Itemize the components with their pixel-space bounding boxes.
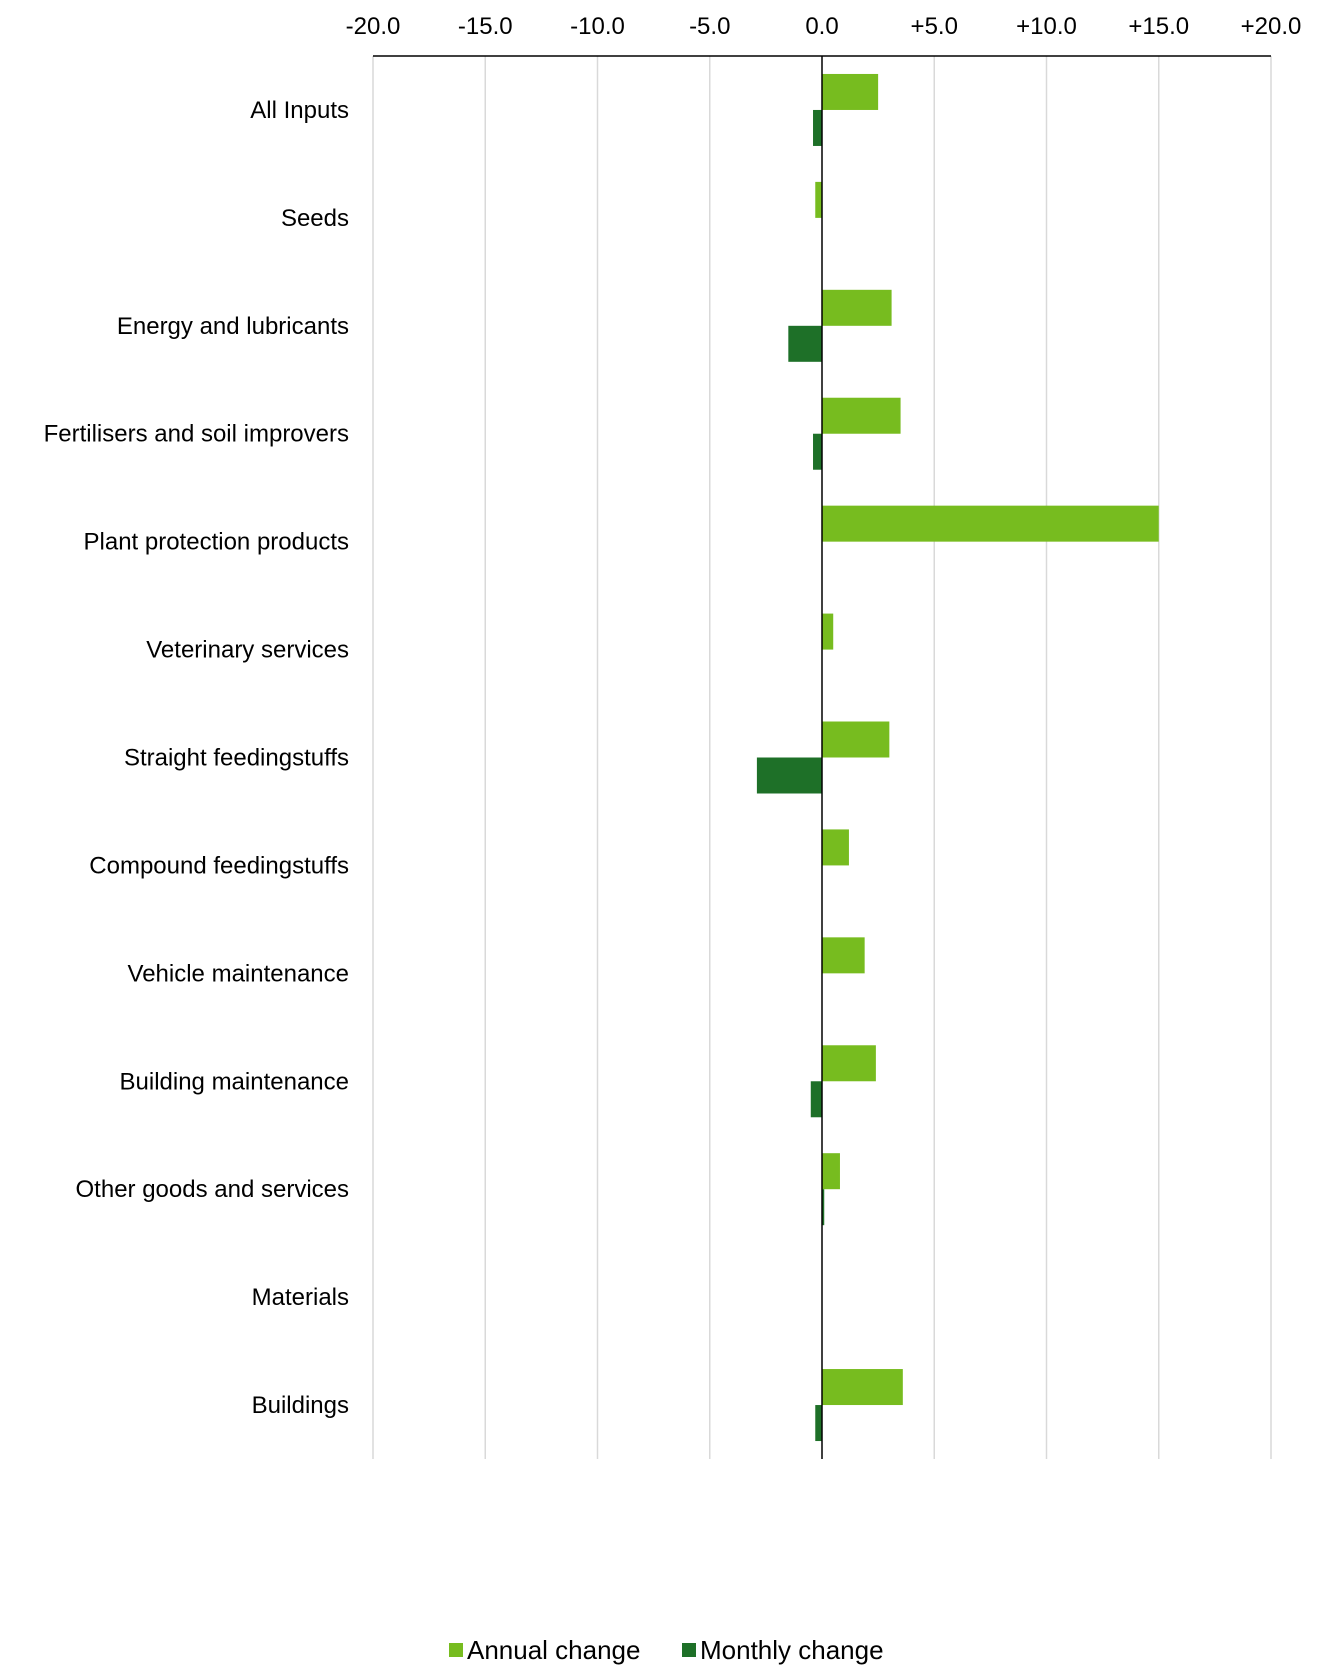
legend: Annual change Monthly change (449, 1635, 884, 1665)
x-tick-label: 0.0 (805, 13, 838, 40)
legend-label: Annual change (467, 1635, 640, 1665)
annual-change-bar (822, 397, 901, 434)
category-label: Fertilisers and soil improvers (44, 421, 349, 448)
x-axis-ticks: -20.0 -15.0 -10.0 -5.0 0.0 +5.0 +10.0 +15.0 +20.… (346, 13, 1302, 40)
category-label: Vehicle maintenance (128, 960, 349, 987)
x-tick-label: +20.0 (1241, 13, 1302, 40)
x-tick-label: +15.0 (1128, 13, 1189, 40)
annual-change-bar (822, 721, 890, 758)
category-label: Materials (252, 1284, 349, 1311)
category-label: Buildings (252, 1392, 349, 1419)
x-tick-label: -5.0 (689, 13, 730, 40)
annual-change-bar (815, 181, 822, 218)
monthly-change-bar (810, 1081, 822, 1118)
legend-swatch (682, 1643, 696, 1657)
x-tick-label: +10.0 (1016, 13, 1077, 40)
x-tick-label: -10.0 (570, 13, 625, 40)
category-label: Seeds (281, 205, 349, 232)
category-label: Plant protection products (84, 529, 350, 556)
legend-swatch (449, 1643, 463, 1657)
category-labels: All Inputs Seeds Energy and lubricants Fert… (44, 97, 349, 1419)
category-label: All Inputs (250, 97, 349, 124)
annual-change-bar (822, 289, 892, 326)
monthly-change-bar (813, 109, 822, 146)
axes (373, 55, 1271, 1459)
category-label: Veterinary services (146, 637, 349, 664)
annual-change-bar (822, 937, 865, 974)
annual-change-bar (822, 1045, 876, 1082)
category-label: Energy and lubricants (117, 313, 349, 340)
annual-change-bar (822, 829, 849, 866)
annual-change-bar (822, 1153, 840, 1190)
annual-change-bar (822, 505, 1159, 542)
monthly-change-bar (756, 757, 822, 794)
annual-change-bar (822, 1369, 903, 1406)
category-label: Compound feedingstuffs (89, 852, 349, 879)
bars (756, 73, 1159, 1442)
category-label: Other goods and services (76, 1176, 349, 1203)
x-tick-label: -15.0 (458, 13, 513, 40)
x-tick-label: +5.0 (911, 13, 958, 40)
category-label: Building maintenance (120, 1068, 350, 1095)
legend-label: Monthly change (700, 1635, 884, 1665)
monthly-change-bar (822, 1189, 825, 1226)
grid-lines (372, 56, 1272, 1459)
monthly-change-bar (788, 325, 822, 362)
monthly-change-bar (813, 433, 822, 470)
category-label: Straight feedingstuffs (124, 745, 349, 772)
x-tick-label: -20.0 (346, 13, 401, 40)
annual-change-bar (822, 613, 834, 650)
annual-change-bar (822, 73, 879, 110)
monthly-change-bar (815, 1405, 822, 1442)
